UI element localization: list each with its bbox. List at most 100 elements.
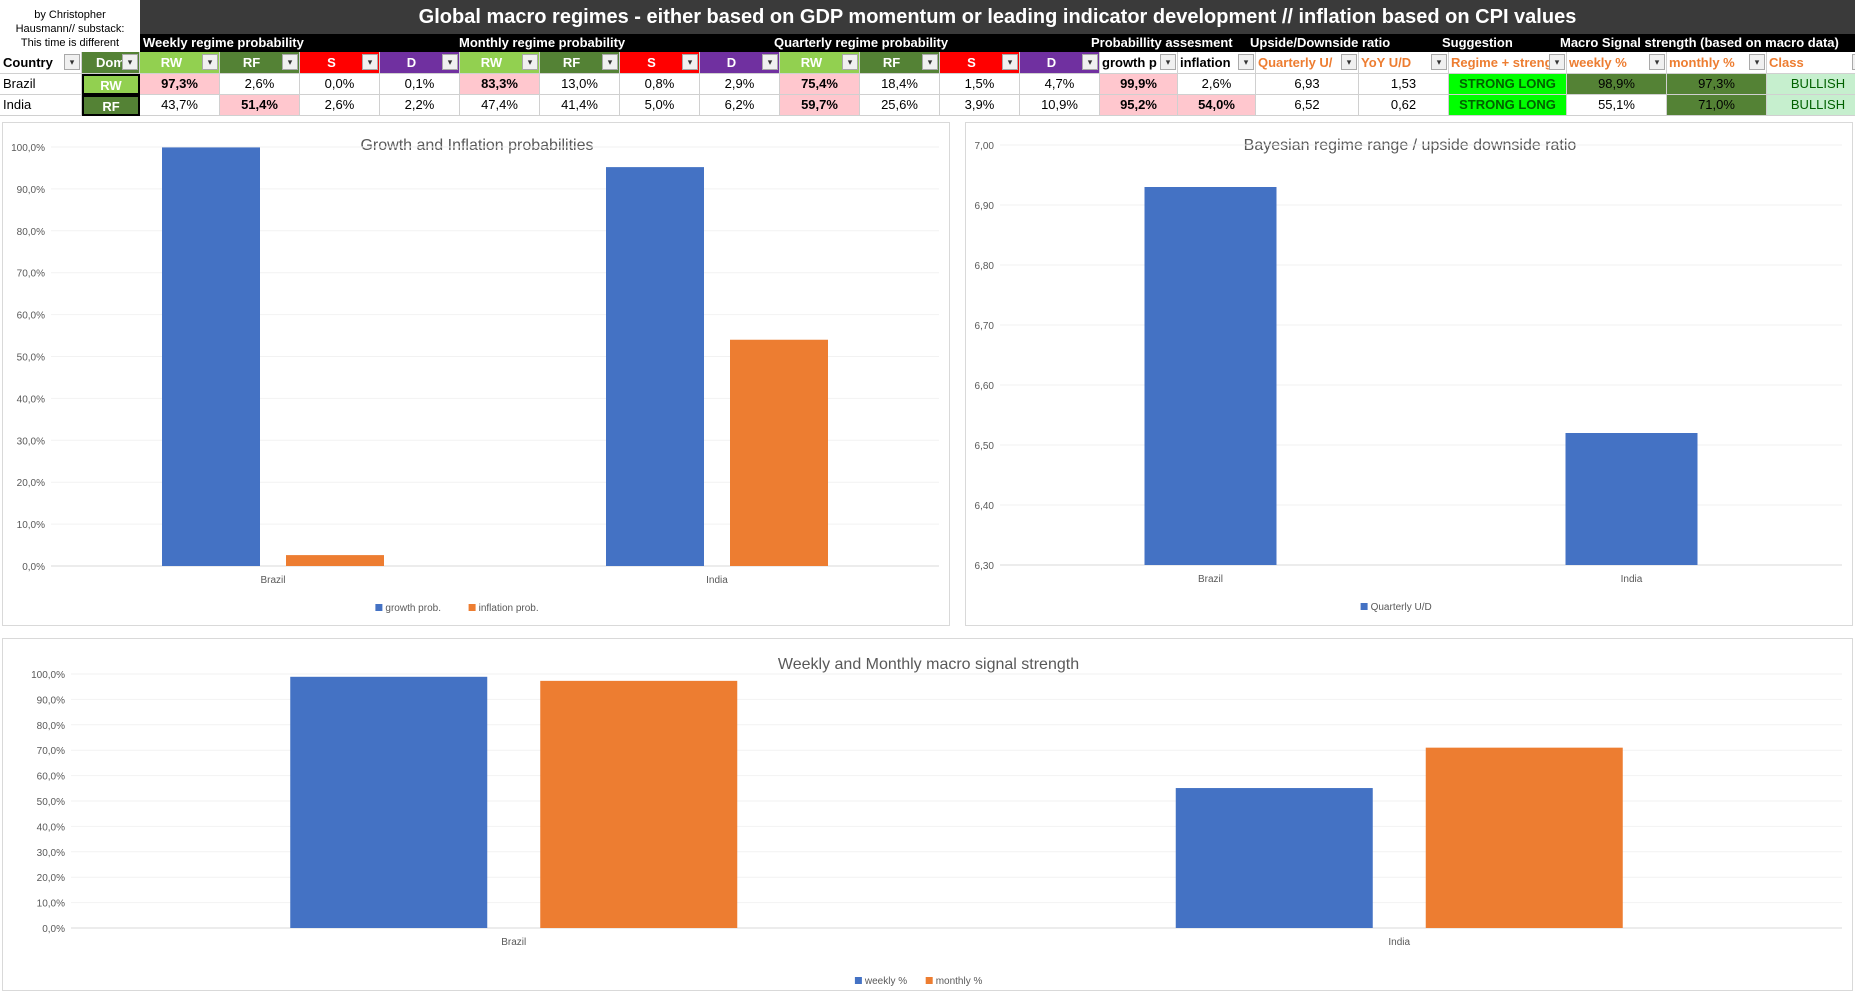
table-cell: 83,3% — [460, 74, 540, 95]
column-header: Class ▾ — [1767, 52, 1855, 74]
table-cell: STRONG LONG — [1449, 74, 1567, 95]
filter-dropdown-icon[interactable]: ▾ — [1082, 54, 1098, 70]
column-header: RF ▾ — [860, 52, 940, 74]
column-header-text: RW — [160, 55, 183, 70]
filter-dropdown-icon[interactable]: ▾ — [522, 54, 538, 70]
filter-dropdown-icon[interactable]: ▾ — [1002, 54, 1018, 70]
credit-line: by Christopher — [34, 9, 106, 21]
table-cell: 0,8% — [620, 74, 700, 95]
credit-note: by Christopher Hausmann// substack: This… — [0, 0, 140, 52]
table-cell: 55,1% — [1567, 95, 1667, 116]
column-header-text: D — [1046, 55, 1057, 70]
y-tick-label: 7,00 — [975, 141, 995, 152]
table-cell-text: BULLISH — [1790, 97, 1846, 112]
table-cell-text: 99,9% — [1120, 76, 1157, 91]
filter-dropdown-icon[interactable]: ▾ — [64, 54, 80, 70]
filter-dropdown-icon[interactable]: ▾ — [762, 54, 778, 70]
table-cell: 41,4% — [540, 95, 620, 116]
table-cell-text: 13,0% — [561, 76, 598, 91]
table-cell: 10,9% — [1020, 95, 1100, 116]
updown-ratio-svg: Bayesian regime range / upside downside … — [975, 137, 1842, 613]
table-cell: 0,1% — [380, 74, 460, 95]
table-cell-text: 2,6% — [244, 76, 275, 91]
column-header: RW ▾ — [780, 52, 860, 74]
y-tick-label: 0,0% — [42, 924, 65, 935]
bar-brazil-0 — [1144, 187, 1277, 565]
column-header: S ▾ — [300, 52, 380, 74]
signal-strength-chart: Weekly and Monthly macro signal strength… — [2, 638, 1853, 991]
y-tick-label: 20,0% — [37, 873, 65, 884]
x-tick-label: India — [1388, 937, 1410, 948]
y-tick-label: 60,0% — [17, 311, 45, 322]
group-weekly: Weekly regime probability — [143, 35, 304, 50]
table-cell: 13,0% — [540, 74, 620, 95]
group-monthly: Monthly regime probability — [459, 35, 626, 50]
column-header-text: Quarterly U/ — [1258, 55, 1333, 70]
bar-india-1 — [1425, 747, 1623, 928]
table-cell-text: 0,0% — [324, 76, 355, 91]
filter-dropdown-icon[interactable]: ▾ — [362, 54, 378, 70]
table-cell-text: 2,6% — [324, 97, 355, 112]
filter-dropdown-icon[interactable]: ▾ — [922, 54, 938, 70]
bar-brazil-1 — [286, 555, 384, 566]
filter-dropdown-icon[interactable]: ▾ — [122, 54, 138, 70]
legend-label: Quarterly U/D — [1371, 602, 1432, 613]
filter-dropdown-icon[interactable]: ▾ — [1549, 54, 1565, 70]
table-cell-text: 5,0% — [644, 97, 675, 112]
table-cell: 2,6% — [300, 95, 380, 116]
table-cell: 2,6% — [220, 74, 300, 95]
legend-swatch — [1360, 603, 1368, 610]
table-cell-text: 10,9% — [1041, 97, 1078, 112]
filter-dropdown-icon[interactable]: ▾ — [1341, 54, 1357, 70]
y-tick-label: 40,0% — [17, 394, 45, 405]
filter-dropdown-icon[interactable]: ▾ — [682, 54, 698, 70]
column-header-text: RW — [480, 55, 503, 70]
table-cell-text: 1,53 — [1390, 76, 1417, 91]
table-cell: 1,53 — [1359, 74, 1449, 95]
table-cell-text: 41,4% — [561, 97, 598, 112]
column-header-text: growth p — [1102, 55, 1157, 70]
column-header: Quarterly U/ ▾ — [1256, 52, 1359, 74]
table-cell: 3,9% — [940, 95, 1020, 116]
column-header: Dom ▾ — [82, 52, 140, 74]
filter-dropdown-icon[interactable]: ▾ — [282, 54, 298, 70]
y-tick-label: 30,0% — [17, 436, 45, 447]
filter-dropdown-icon[interactable]: ▾ — [842, 54, 858, 70]
table-cell: STRONG LONG — [1449, 95, 1567, 116]
table-cell-text: 6,52 — [1294, 97, 1320, 112]
table-cell: 25,6% — [860, 95, 940, 116]
legend-swatch — [375, 604, 383, 611]
table-cell: 6,52 — [1256, 95, 1359, 116]
group-header-bar: Weekly regime probability Monthly regime… — [140, 34, 1855, 52]
table-cell: 75,4% — [780, 74, 860, 95]
table-cell: 47,4% — [460, 95, 540, 116]
column-header-text: D — [406, 55, 417, 70]
table-cell: 6,93 — [1256, 74, 1359, 95]
x-tick-label: India — [1621, 574, 1643, 585]
filter-dropdown-icon[interactable]: ▾ — [1749, 54, 1765, 70]
table-cell-text: 95,2% — [1120, 97, 1157, 112]
filter-dropdown-icon[interactable]: ▾ — [1160, 54, 1176, 70]
chart-title: Weekly and Monthly macro signal strength — [778, 656, 1079, 673]
table-cell: 0,62 — [1359, 95, 1449, 116]
table-cell-text: 4,7% — [1044, 76, 1075, 91]
y-tick-label: 70,0% — [37, 746, 65, 757]
filter-dropdown-icon[interactable]: ▾ — [1431, 54, 1447, 70]
bar-india-0 — [606, 167, 704, 566]
filter-dropdown-icon[interactable]: ▾ — [202, 54, 218, 70]
filter-dropdown-icon[interactable]: ▾ — [442, 54, 458, 70]
y-tick-label: 6,30 — [975, 561, 995, 572]
table-cell-text: 18,4% — [881, 76, 918, 91]
column-header: YoY U/D ▾ — [1359, 52, 1449, 74]
y-tick-label: 50,0% — [37, 797, 65, 808]
table-cell: BULLISH — [1767, 74, 1855, 95]
filter-dropdown-icon[interactable]: ▾ — [1852, 54, 1855, 70]
bar-brazil-0 — [162, 147, 260, 566]
filter-dropdown-icon[interactable]: ▾ — [1649, 54, 1665, 70]
y-tick-label: 70,0% — [17, 269, 45, 280]
table-cell-text: BULLISH — [1790, 76, 1846, 91]
column-header: D ▾ — [1020, 52, 1100, 74]
filter-dropdown-icon[interactable]: ▾ — [602, 54, 618, 70]
signal-strength-svg: Weekly and Monthly macro signal strength… — [31, 656, 1842, 987]
filter-dropdown-icon[interactable]: ▾ — [1238, 54, 1254, 70]
